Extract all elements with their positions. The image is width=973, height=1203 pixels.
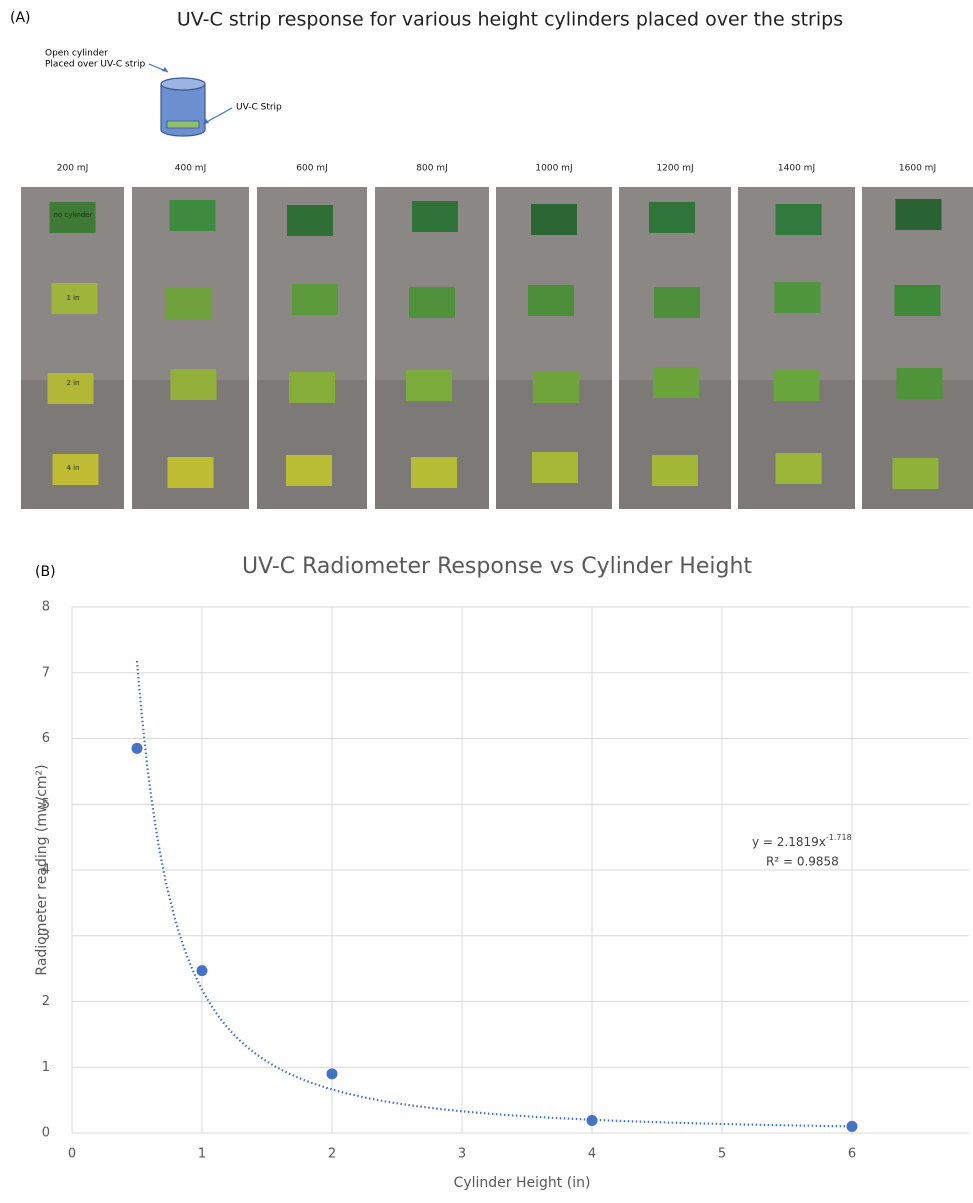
data-point — [132, 743, 143, 754]
x-tick-label: 2 — [328, 1147, 336, 1162]
panel-label: (A) — [10, 10, 31, 26]
uv-strip — [649, 202, 695, 233]
uv-strip — [532, 452, 578, 483]
y-tick-label: 2 — [42, 994, 50, 1009]
uv-strip — [287, 205, 333, 236]
uv-strip — [776, 204, 822, 235]
x-tick-label: 6 — [848, 1147, 856, 1162]
uv-strip — [170, 200, 216, 231]
dose-label: 1200 mJ — [656, 164, 693, 174]
y-tick-label: 1 — [42, 1060, 50, 1075]
diagram-label: Placed over UV-C strip — [45, 60, 145, 70]
uv-strip — [292, 284, 338, 315]
uv-strip — [48, 373, 94, 404]
uv-strip — [289, 372, 335, 403]
strip-label: 1 in — [66, 294, 79, 302]
panel-title: UV-C strip response for various height c… — [177, 9, 843, 31]
x-tick-label: 0 — [68, 1147, 76, 1162]
dose-label: 600 mJ — [296, 164, 327, 174]
equation-text: y = 2.1819x — [752, 835, 826, 849]
uv-strip — [775, 282, 821, 313]
uv-strip — [652, 455, 698, 486]
dose-label: 1600 mJ — [899, 164, 936, 174]
y-tick-label: 7 — [42, 665, 50, 680]
uv-strip — [168, 457, 214, 488]
x-tick-label: 3 — [458, 1147, 466, 1162]
chart: (B) UV-C Radiometer Response vs Cylinder… — [34, 554, 969, 1191]
uv-strip — [896, 199, 942, 230]
strip-label: 4 in — [66, 464, 79, 472]
uv-strip — [166, 288, 212, 319]
panel-label: (B) — [35, 564, 56, 580]
x-tick-label: 1 — [198, 1147, 206, 1162]
dose-label: 1400 mJ — [778, 164, 815, 174]
uv-strip — [774, 370, 820, 401]
uv-strip — [653, 367, 699, 398]
r-squared: R² = 0.9858 — [766, 855, 839, 869]
uv-strip — [406, 370, 452, 401]
uv-strip — [409, 287, 455, 318]
x-tick-label: 5 — [718, 1147, 726, 1162]
y-tick-label: 6 — [42, 731, 50, 746]
uv-strip — [411, 457, 457, 488]
trendline — [137, 661, 852, 1126]
diagram-label: Open cylinder — [45, 49, 108, 59]
equation-exponent: -1.718 — [826, 833, 852, 842]
diagram-label: UV-C Strip — [236, 103, 282, 113]
cylinder-diagram — [149, 64, 232, 136]
uv-strip — [412, 201, 458, 232]
uv-strip — [776, 453, 822, 484]
y-tick-label: 8 — [42, 600, 50, 615]
photo-shade — [619, 380, 731, 509]
data-point — [327, 1068, 338, 1079]
dose-label: 800 mJ — [416, 164, 447, 174]
uv-strip — [171, 369, 217, 400]
x-axis-label: Cylinder Height (in) — [454, 1175, 591, 1191]
strip-label: 2 in — [66, 379, 79, 387]
trendline-equation: y = 2.1819x-1.718 — [752, 833, 852, 849]
y-tick-label: 4 — [42, 863, 50, 878]
photo-panel: 200 mJ 400 mJ 600 mJ 800 mJ 1000 mJ 1200 mJ 14… — [21, 164, 973, 510]
dose-label: 200 mJ — [57, 164, 88, 174]
uv-strip — [528, 285, 574, 316]
dose-label: 1000 mJ — [535, 164, 572, 174]
y-tick-label: 0 — [42, 1126, 50, 1141]
data-point — [197, 965, 208, 976]
y-tick-label: 3 — [42, 928, 50, 943]
uv-strip — [533, 372, 579, 403]
uv-strip — [895, 285, 941, 316]
data-point — [587, 1115, 598, 1126]
photo-shade — [862, 380, 973, 509]
uv-strip — [286, 455, 332, 486]
dose-label: 400 mJ — [175, 164, 206, 174]
uv-strip — [893, 458, 939, 489]
y-tick-label: 5 — [42, 797, 50, 812]
figure: (A) UV-C strip response for various heig… — [0, 0, 973, 1203]
uv-strip — [531, 204, 577, 235]
uv-strip — [897, 368, 943, 399]
x-tick-label: 4 — [588, 1147, 596, 1162]
strip-label: no cylinder — [54, 211, 93, 219]
data-point — [847, 1121, 858, 1132]
uv-strip — [654, 287, 700, 318]
chart-title: UV-C Radiometer Response vs Cylinder Hei… — [242, 554, 752, 579]
